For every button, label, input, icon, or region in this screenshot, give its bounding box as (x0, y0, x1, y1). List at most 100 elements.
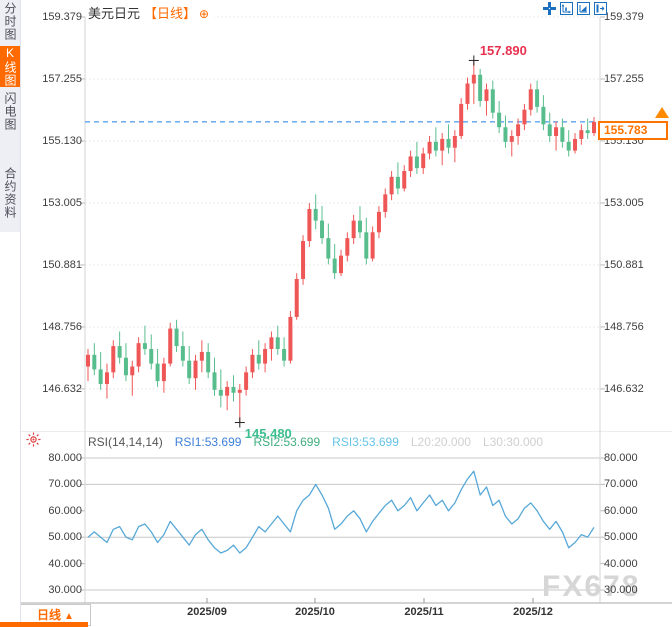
sidebar-item-lightning-chart[interactable]: 闪电图 (3, 92, 17, 131)
candle-body (123, 357, 128, 376)
rsi2-value: RSI2:53.699 (253, 435, 321, 449)
current-price-box: 155.783 (598, 121, 668, 140)
candle-body (490, 89, 495, 113)
candle-body (244, 372, 249, 390)
candle-body (199, 351, 204, 361)
candle-body (86, 354, 90, 367)
candle-body (294, 278, 299, 317)
candle-body (465, 83, 470, 104)
candle-body (528, 89, 533, 110)
candle-body (585, 130, 590, 134)
candle-body (250, 354, 255, 373)
candle-body (509, 136, 514, 142)
price-axis-label-right: 148.756 (604, 320, 644, 333)
candle-body (168, 328, 173, 364)
candle-body (579, 130, 584, 139)
rsi-line (87, 470, 595, 554)
candle-body (136, 343, 141, 367)
rsi-axis-label-left: 70.000 (48, 478, 82, 491)
candle-body (212, 372, 217, 390)
candle-body (111, 346, 116, 373)
rsi-axis-label-right: 50.000 (604, 531, 638, 544)
price-axis-label-right: 159.379 (604, 11, 644, 23)
price-axis-label-right: 153.005 (604, 196, 644, 209)
candle-body (193, 360, 198, 379)
candle-body (98, 369, 103, 385)
candle-body (516, 124, 521, 137)
candle-body (155, 363, 160, 382)
candle-body (452, 136, 457, 148)
exit-icon[interactable] (594, 2, 607, 15)
candle-body (433, 141, 438, 151)
candle-body (573, 138, 578, 151)
symbol-title: 美元日元 (88, 6, 141, 21)
high-price-label: 157.890 (479, 43, 527, 59)
candle-body (554, 127, 559, 137)
candle-body (225, 386, 230, 396)
candle-body (471, 74, 476, 84)
candle-body (218, 389, 223, 396)
pan-icon[interactable] (543, 2, 556, 15)
candle-body (104, 372, 109, 385)
rsi-title: RSI(14,14,14) (88, 435, 163, 449)
candle-body (414, 156, 419, 169)
low-price-label: 145.480 (244, 425, 292, 441)
candle-body (269, 337, 274, 350)
candle-body (357, 220, 362, 233)
chart-header: 美元日元 【日线】 ⊕ (88, 3, 215, 22)
price-axis-label-left: 150.881 (42, 258, 82, 271)
date-axis-label: 2025/10 (295, 606, 335, 618)
rsi-axis-label-left: 50.000 (48, 531, 82, 544)
candle-body (320, 220, 325, 239)
candle-body (313, 208, 318, 221)
candle-body (541, 106, 546, 125)
price-axis-label-right: 157.255 (604, 72, 644, 85)
candle-body (566, 141, 571, 151)
price-axis-label-left: 157.255 (42, 72, 82, 85)
l30-value: L30:30.000 (482, 435, 543, 449)
period-tag: 【日线】 (144, 6, 197, 21)
candle-body (535, 89, 540, 107)
zoom-out-icon[interactable] (577, 2, 590, 15)
sidebar-item-contract-info[interactable]: 合约资料 (3, 167, 17, 219)
candle-body (592, 121, 596, 134)
rsi-axis-label-right: 30.000 (604, 584, 638, 596)
candle-body (174, 328, 179, 347)
candle-body (180, 346, 185, 361)
candle-body (427, 141, 432, 154)
candle-body (301, 241, 306, 279)
price-axis-label-right: 150.881 (604, 258, 644, 271)
rsi-axis-label-left: 80.000 (48, 452, 82, 464)
candle-body (345, 238, 350, 256)
candle-body (421, 153, 426, 169)
candle-body (446, 138, 451, 148)
candle-body (326, 238, 331, 259)
date-axis-label: 2025/12 (513, 606, 553, 618)
rsi-axis-label-right: 60.000 (604, 504, 638, 517)
candle-body (402, 171, 407, 189)
candle-body (263, 349, 268, 364)
candle-body (142, 343, 147, 350)
candle-body (408, 156, 413, 172)
candle-body (395, 176, 400, 189)
candle-body (383, 194, 388, 212)
rsi-header: RSI(14,14,14) RSI1:53.699 RSI2:53.699 RSI3:… (88, 435, 555, 449)
period-label: 日线 (37, 608, 62, 622)
candle-body (288, 316, 293, 361)
indicator-flash-icon[interactable] (26, 432, 41, 447)
rsi-axis-label-right: 40.000 (604, 557, 638, 570)
add-indicator-icon[interactable]: ⊕ (199, 7, 210, 21)
candle-body (376, 211, 381, 233)
sidebar: 分时图 K线图 闪电图 合约资料 (0, 0, 21, 627)
price-axis-label-right: 146.632 (604, 382, 644, 395)
bottom-accent-bar (0, 622, 88, 627)
candle-body (117, 346, 122, 358)
candle-body (231, 386, 236, 393)
sidebar-item-kline-chart[interactable]: K线图 (0, 46, 20, 87)
candle-body (497, 112, 502, 128)
sidebar-item-minute-chart[interactable]: 分时图 (3, 2, 17, 41)
sidebar-tabs: 分时图 K线图 闪电图 合约资料 (0, 0, 20, 232)
zoom-in-icon[interactable] (560, 2, 573, 15)
price-axis-label-left: 155.130 (42, 134, 82, 147)
